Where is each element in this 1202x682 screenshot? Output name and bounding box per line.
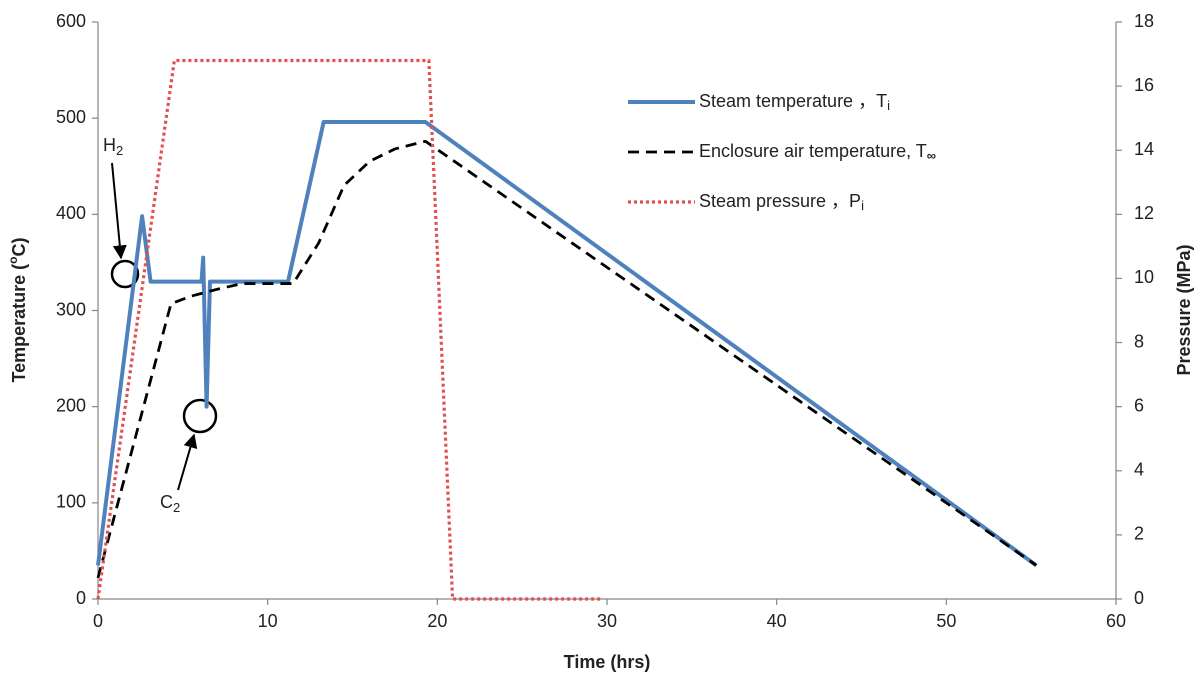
y2-tick-label: 10 (1134, 267, 1154, 287)
annotation-sub: 2 (116, 143, 123, 158)
y-label-part: Temperature ( (9, 264, 29, 383)
legend-subscript: i (887, 98, 890, 113)
legend-text: Enclosure air temperature, T (699, 141, 927, 161)
y2-tick-label: 0 (1134, 588, 1144, 608)
legend-label: Steam temperature ，Ti (699, 91, 890, 114)
annotation-circle (110, 259, 140, 289)
y-tick-label: 0 (76, 588, 86, 608)
x-tick-label: 0 (93, 611, 103, 631)
y2-tick-label: 4 (1134, 460, 1144, 480)
x-tick-label: 40 (767, 611, 787, 631)
y2-tick-label: 8 (1134, 331, 1144, 351)
y-tick-label: 300 (56, 299, 86, 319)
y-tick-label: 600 (56, 11, 86, 31)
series-line (96, 139, 1038, 579)
y2-tick-label: 14 (1134, 139, 1154, 159)
y2-tick-label: 2 (1134, 524, 1144, 544)
series-line (96, 120, 1038, 567)
x-axis-label: Time (hrs) (564, 652, 651, 672)
x-tick-label: 60 (1106, 611, 1126, 631)
annotation-arrow (177, 433, 198, 491)
legend-text: Steam temperature ，T (699, 91, 887, 111)
y2-axis-label: Pressure (MPa) (1174, 244, 1194, 375)
annotation: C2 (160, 492, 180, 516)
annotation-arrow (111, 162, 127, 260)
legend-text: Steam pressure ，P (699, 191, 861, 211)
x-tick-label: 10 (258, 611, 278, 631)
y-tick-label: 500 (56, 107, 86, 127)
y-tick-label: 100 (56, 492, 86, 512)
y2-tick-label: 16 (1134, 75, 1154, 95)
annotation-text: H (103, 135, 116, 155)
legend-label: Enclosure air temperature, T∞ (699, 141, 936, 164)
y-label-part: C) (9, 237, 29, 256)
y2-tick-label: 6 (1134, 395, 1144, 415)
annotation-circle (182, 398, 218, 434)
legend-subscript: ∞ (927, 148, 936, 163)
x-tick-label: 20 (427, 611, 447, 631)
y2-tick-label: 12 (1134, 203, 1154, 223)
annotation-sub: 2 (173, 500, 180, 515)
y-tick-label: 200 (56, 395, 86, 415)
x-tick-label: 50 (936, 611, 956, 631)
y-axis-label: Temperature (oC) (6, 237, 29, 382)
annotation-text: C (160, 492, 173, 512)
y2-tick-label: 18 (1134, 11, 1154, 31)
annotation: H2 (103, 135, 123, 159)
y-tick-label: 400 (56, 203, 86, 223)
x-tick-label: 30 (597, 611, 617, 631)
legend-label: Steam pressure ，Pi (699, 191, 864, 214)
y-label-sup: o (6, 256, 20, 263)
series-line (96, 58, 602, 601)
legend-subscript: i (861, 198, 864, 213)
